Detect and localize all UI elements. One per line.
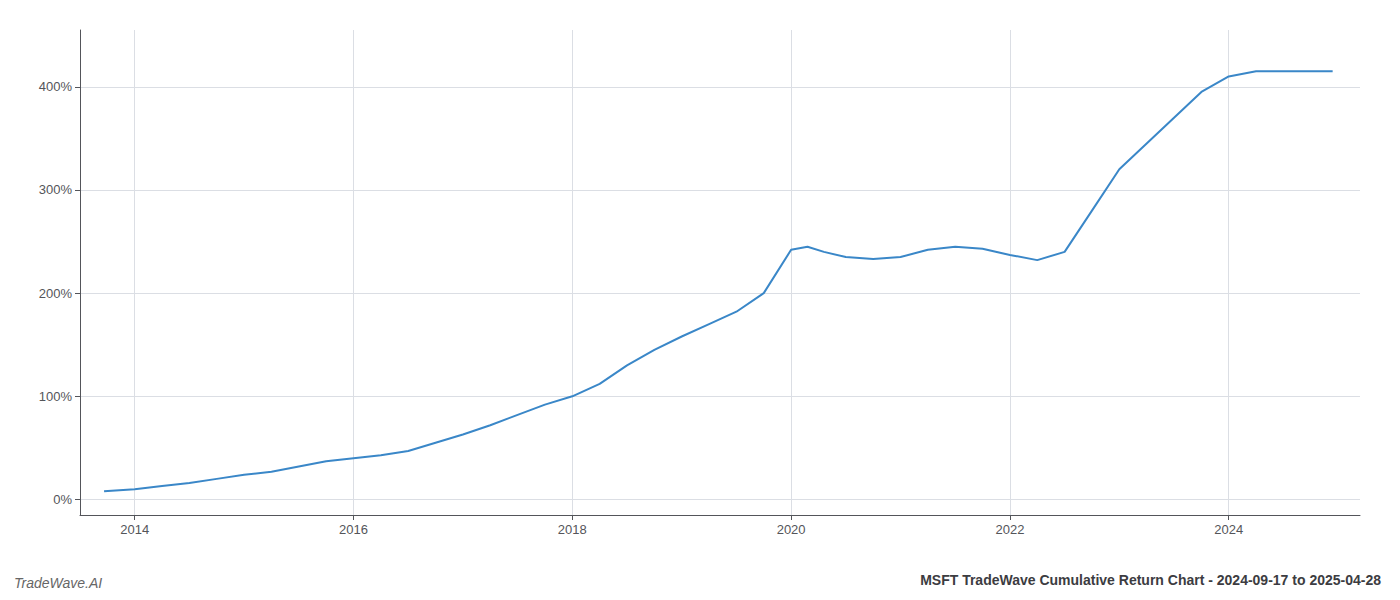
svg-text:2022: 2022	[995, 522, 1024, 537]
svg-text:400%: 400%	[39, 79, 73, 94]
svg-text:0%: 0%	[53, 492, 72, 507]
svg-text:2024: 2024	[1214, 522, 1243, 537]
svg-text:200%: 200%	[39, 286, 73, 301]
svg-text:2016: 2016	[339, 522, 368, 537]
svg-text:300%: 300%	[39, 182, 73, 197]
svg-text:2018: 2018	[558, 522, 587, 537]
svg-text:2014: 2014	[120, 522, 149, 537]
svg-text:100%: 100%	[39, 389, 73, 404]
svg-text:TradeWave.AI: TradeWave.AI	[14, 575, 102, 591]
svg-text:2020: 2020	[777, 522, 806, 537]
svg-text:MSFT TradeWave Cumulative Retu: MSFT TradeWave Cumulative Return Chart -…	[920, 572, 1381, 588]
